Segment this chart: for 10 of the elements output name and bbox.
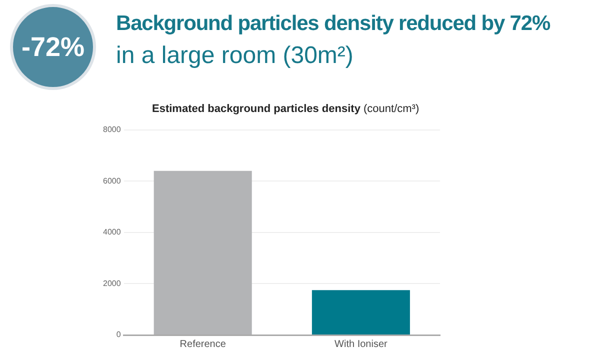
y-tick-label: 6000 [103,176,122,186]
x-tick-label: Reference [180,338,226,350]
y-tick-label: 0 [116,330,122,340]
chart-title: Background particles density reduced by 72% [116,12,550,36]
x-tick-label: With Ioniser [334,338,388,350]
y-tick-label: 4000 [103,228,122,237]
y-axis-title: Estimated background particles density (count/cm³) [152,103,420,115]
chart-subtitle: in a large room (30m²) [116,42,354,70]
y-tick-label: 2000 [103,278,122,288]
y-tick-label: 8000 [103,125,122,134]
